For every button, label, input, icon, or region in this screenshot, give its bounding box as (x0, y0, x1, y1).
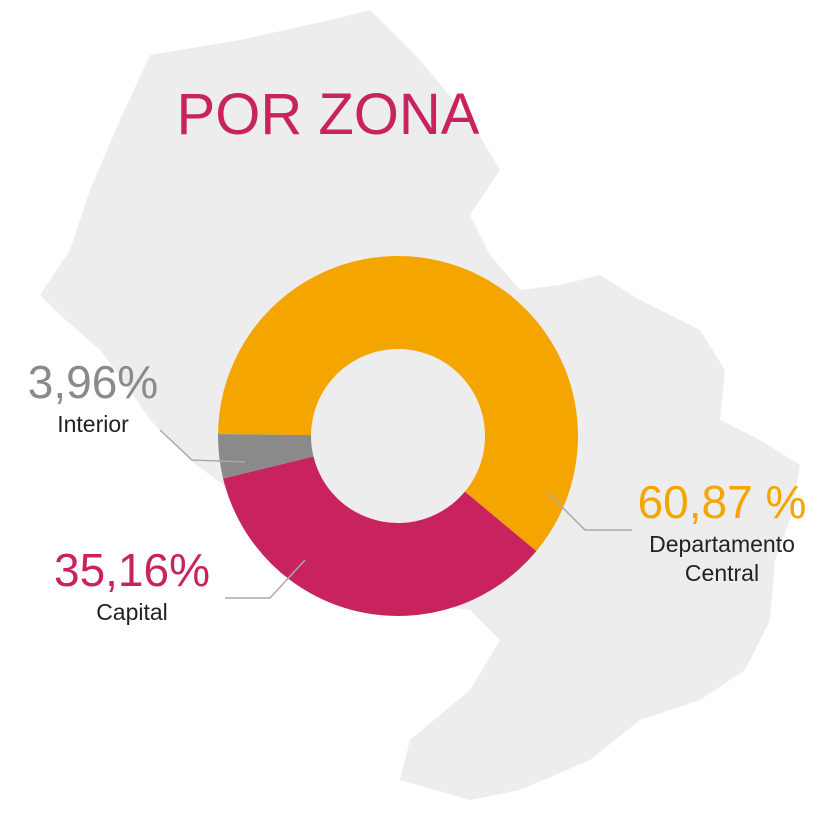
category-label: Departamento Central (649, 531, 795, 586)
donut-slice (218, 255, 578, 552)
category-label: Interior (57, 411, 129, 437)
chart-title: POR ZONA (177, 82, 480, 147)
value-label: 60,87 % (638, 476, 807, 528)
donut (218, 255, 578, 617)
leader-line (225, 559, 306, 599)
leader-line (159, 429, 246, 463)
value-label: 3,96% (28, 356, 158, 408)
map-background (40, 10, 800, 800)
value-label: 35,16% (54, 544, 210, 596)
donut-slice (218, 434, 314, 479)
donut-slice (223, 456, 537, 617)
category-label: Capital (96, 599, 168, 625)
leader-line (547, 492, 632, 531)
